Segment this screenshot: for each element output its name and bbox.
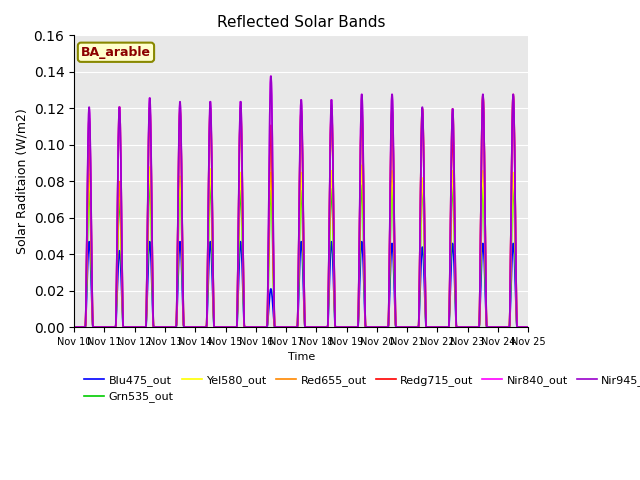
Redg715_out [172, 324, 179, 330]
Nir945_out [431, 324, 438, 330]
Yel580_out [222, 324, 230, 330]
Nir840_out [267, 73, 275, 79]
Nir840_out [431, 324, 438, 330]
Blu475_out [222, 324, 230, 330]
Blu475_out [85, 239, 93, 245]
Blu475_out [172, 324, 179, 330]
Title: Reflected Solar Bands: Reflected Solar Bands [217, 15, 385, 30]
Yel580_out [172, 324, 179, 330]
Grn535_out [70, 324, 78, 330]
Red655_out [172, 324, 179, 330]
Redg715_out [70, 324, 78, 330]
Red655_out [524, 324, 532, 330]
Nir945_out [222, 324, 230, 330]
Red655_out [371, 324, 379, 330]
Nir840_out [470, 324, 478, 330]
Blu475_out [524, 324, 532, 330]
Yel580_out [160, 324, 168, 330]
Nir840_out [222, 324, 230, 330]
Redg715_out [371, 324, 379, 330]
Blu475_out [161, 324, 168, 330]
Yel580_out [358, 162, 365, 168]
Y-axis label: Solar Raditaion (W/m2): Solar Raditaion (W/m2) [15, 108, 28, 254]
Nir840_out [371, 324, 379, 330]
Grn535_out [470, 324, 478, 330]
Yel580_out [371, 324, 379, 330]
Redg715_out [430, 324, 438, 330]
Yel580_out [470, 324, 478, 330]
Legend: Blu475_out, Grn535_out, Yel580_out, Red655_out, Redg715_out, Nir840_out, Nir945_: Blu475_out, Grn535_out, Yel580_out, Red6… [80, 371, 640, 407]
Redg715_out [160, 324, 168, 330]
Blu475_out [470, 324, 478, 330]
Nir840_out [70, 324, 78, 330]
Red655_out [222, 324, 230, 330]
Nir945_out [470, 324, 478, 330]
Redg715_out [524, 324, 532, 330]
Yel580_out [70, 324, 78, 330]
Nir840_out [524, 324, 532, 330]
Grn535_out [524, 324, 532, 330]
Line: Blu475_out: Blu475_out [74, 242, 528, 327]
Line: Redg715_out: Redg715_out [74, 96, 528, 327]
Red655_out [509, 92, 517, 97]
Grn535_out [146, 180, 154, 186]
Text: BA_arable: BA_arable [81, 46, 151, 59]
Red655_out [430, 324, 438, 330]
Nir945_out [172, 324, 179, 330]
Line: Nir945_out: Nir945_out [74, 76, 528, 327]
Nir945_out [371, 324, 379, 330]
Yel580_out [431, 324, 438, 330]
Red655_out [70, 324, 78, 330]
Yel580_out [524, 324, 532, 330]
Grn535_out [431, 324, 438, 330]
Nir945_out [70, 324, 78, 330]
Red655_out [160, 324, 168, 330]
Line: Nir840_out: Nir840_out [74, 76, 528, 327]
Line: Yel580_out: Yel580_out [74, 165, 528, 327]
Nir945_out [160, 324, 168, 330]
Line: Red655_out: Red655_out [74, 95, 528, 327]
Nir945_out [524, 324, 532, 330]
Redg715_out [222, 324, 230, 330]
Red655_out [470, 324, 478, 330]
Grn535_out [222, 324, 230, 330]
Nir945_out [267, 73, 275, 79]
Line: Grn535_out: Grn535_out [74, 183, 528, 327]
Nir840_out [172, 324, 179, 330]
X-axis label: Time: Time [287, 352, 315, 362]
Grn535_out [172, 324, 179, 330]
Blu475_out [70, 324, 78, 330]
Blu475_out [371, 324, 379, 330]
Blu475_out [431, 324, 438, 330]
Redg715_out [470, 324, 478, 330]
Nir840_out [160, 324, 168, 330]
Grn535_out [161, 324, 168, 330]
Grn535_out [371, 324, 379, 330]
Redg715_out [479, 94, 486, 99]
